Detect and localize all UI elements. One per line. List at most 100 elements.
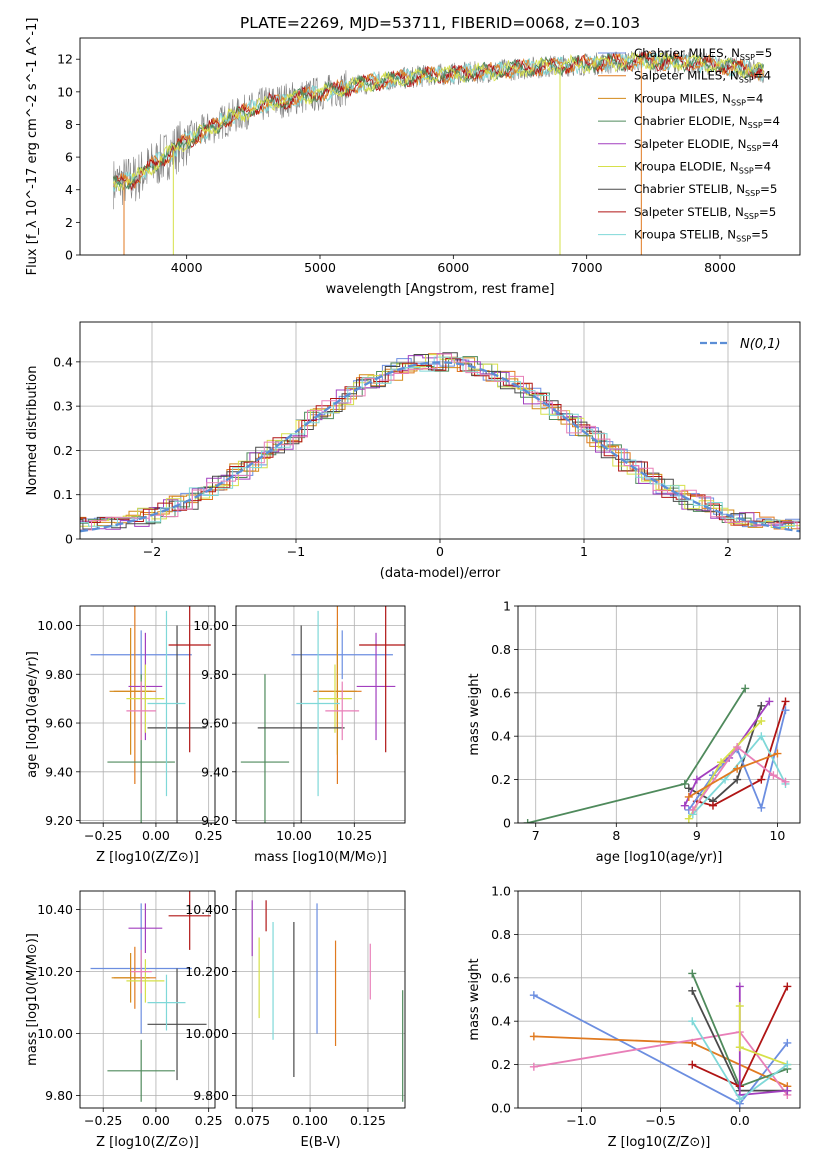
weight-marker [741, 684, 750, 693]
y-tick-label: 9.20 [45, 813, 73, 828]
weight-marker [529, 1032, 538, 1041]
weight-marker [783, 982, 792, 991]
weight-marker [735, 982, 744, 991]
y-tick-label: 10.200 [185, 964, 229, 979]
y-tick-label: 0.1 [53, 487, 73, 502]
x-tick-label: 0.00 [142, 828, 170, 843]
histogram-chabrier_stelib [80, 352, 800, 530]
x-tick-label: 7 [532, 828, 540, 843]
weight-series-chabrier_stelib [688, 705, 763, 803]
histogram-kroupa_stelib [80, 356, 800, 527]
x-tick-label: 0.25 [195, 828, 223, 843]
plot-area [90, 606, 211, 823]
model-spectrum-salpeter_stelib [113, 51, 765, 192]
legend-label: Chabrier MILES, NSSP=5 [634, 46, 772, 62]
errorbar-point [111, 953, 150, 1003]
weight-marker [783, 1086, 792, 1095]
weight-marker [684, 814, 693, 823]
panel-age_vs_Z: −0.25 0.00 0.25 9.20 9.40 9.60 9.80 10.00 Z [log… [25, 605, 223, 865]
x-axis-label: age [log10(age/yr)] [596, 850, 723, 865]
legend-label: Salpeter MILES, NSSP=4 [634, 69, 771, 85]
weight-marker [733, 775, 742, 784]
errorbar-point [291, 630, 393, 680]
legend: Chabrier MILES, NSSP=5 Salpeter MILES, NS… [598, 46, 780, 244]
errorbar-point [147, 974, 186, 1031]
weight-marker [684, 792, 693, 801]
weight-marker [708, 801, 717, 810]
y-tick-label: 0 [503, 816, 511, 831]
axes-frame [235, 605, 406, 824]
y-tick-label: 10.00 [193, 618, 229, 633]
legend-label: Kroupa STELIB, NSSP=5 [634, 228, 768, 244]
weight-marker [529, 991, 538, 1000]
weight-marker [721, 775, 730, 784]
y-tick-label: 10.000 [185, 1026, 229, 1041]
axes-frame [79, 321, 801, 540]
errorbar-point [318, 664, 352, 733]
x-tick-label: −1.0 [566, 1113, 596, 1128]
weight-marker [529, 1062, 538, 1071]
x-axis-label: Z [log10(Z/Z⊙)] [96, 850, 199, 865]
x-tick-label: 10.25 [336, 828, 372, 843]
x-tick-label: 0.00 [142, 1113, 170, 1128]
y-tick-label: 9.60 [45, 716, 73, 731]
x-tick-label: 1 [580, 544, 588, 559]
y-tick-label: 1 [503, 599, 511, 614]
plot-area [90, 891, 211, 1102]
y-tick-label: 4 [65, 182, 73, 197]
weight-marker [773, 749, 782, 758]
plot-area [251, 900, 404, 1102]
errorbar-point [356, 632, 396, 741]
weight-marker [733, 764, 742, 773]
x-axis-label: Z [log10(Z/Z⊙)] [96, 1135, 199, 1150]
errorbar-point [257, 625, 345, 823]
errorbar-point [359, 606, 405, 753]
x-axis-label: Z [log10(Z/Z⊙)] [608, 1135, 711, 1150]
y-tick-label: 9.80 [45, 1088, 73, 1103]
weight-marker [688, 986, 697, 995]
weight-marker [688, 969, 697, 978]
histogram-chabrier_elodie [80, 356, 800, 526]
y-tick-label: 10.40 [37, 902, 73, 917]
y-tick-label: 9.800 [193, 1088, 229, 1103]
plot-area [523, 684, 790, 823]
weight-marker [717, 758, 726, 767]
y-tick-label: 9.60 [201, 716, 229, 731]
errorbar-point [147, 610, 186, 797]
errorbar-point [90, 630, 192, 680]
x-tick-label: 10 [769, 828, 785, 843]
y-tick-label: 9.40 [201, 764, 229, 779]
panel-mass_weight_vs_age: 7 8 9 10 0 0.2 0.4 0.6 0.8 1 age [log10(age/yr)] ma… [467, 599, 801, 865]
errorbar-point [240, 674, 290, 823]
y-tick-label: 0.8 [491, 642, 511, 657]
weight-marker [523, 819, 532, 823]
axes-frame [79, 37, 801, 256]
y-tick-label: 6 [65, 150, 73, 165]
axes-frame [79, 605, 216, 824]
weight-marker [688, 805, 697, 814]
x-axis-label: E(B-V) [300, 1135, 340, 1150]
y-tick-label: 0.3 [53, 399, 73, 414]
histogram-salpeter_stelib [80, 358, 800, 526]
legend-label: Salpeter STELIB, NSSP=5 [634, 205, 776, 221]
x-tick-label: 0.075 [234, 1113, 270, 1128]
errorbar-point [168, 891, 211, 950]
y-tick-label: 10.00 [37, 1026, 73, 1041]
model-spectrum-kroupa_elodie [112, 51, 765, 192]
weight-series-kroupa_stelib [692, 734, 787, 815]
weight-marker [783, 1060, 792, 1069]
weight-marker [688, 1060, 697, 1069]
y-tick-label: 0.4 [491, 729, 511, 744]
errorbar-point [126, 664, 165, 733]
y-axis-label: Flux [f_λ 10^-17 erg cm^-2 s^-1 A^-1] [25, 18, 40, 276]
x-tick-label: −0.25 [84, 828, 122, 843]
y-axis-label: mass weight [467, 673, 482, 755]
x-tick-label: 8000 [704, 260, 736, 275]
y-tick-label: 9.20 [201, 813, 229, 828]
errorbar-point [318, 627, 357, 755]
panel-residuals: −2 −1 0 1 2 0 0.1 0.2 0.3 0.4 (data-model)/error No… [25, 321, 801, 581]
weight-marker [733, 743, 742, 752]
weight-marker [757, 732, 766, 741]
axes-frame [235, 890, 406, 1109]
